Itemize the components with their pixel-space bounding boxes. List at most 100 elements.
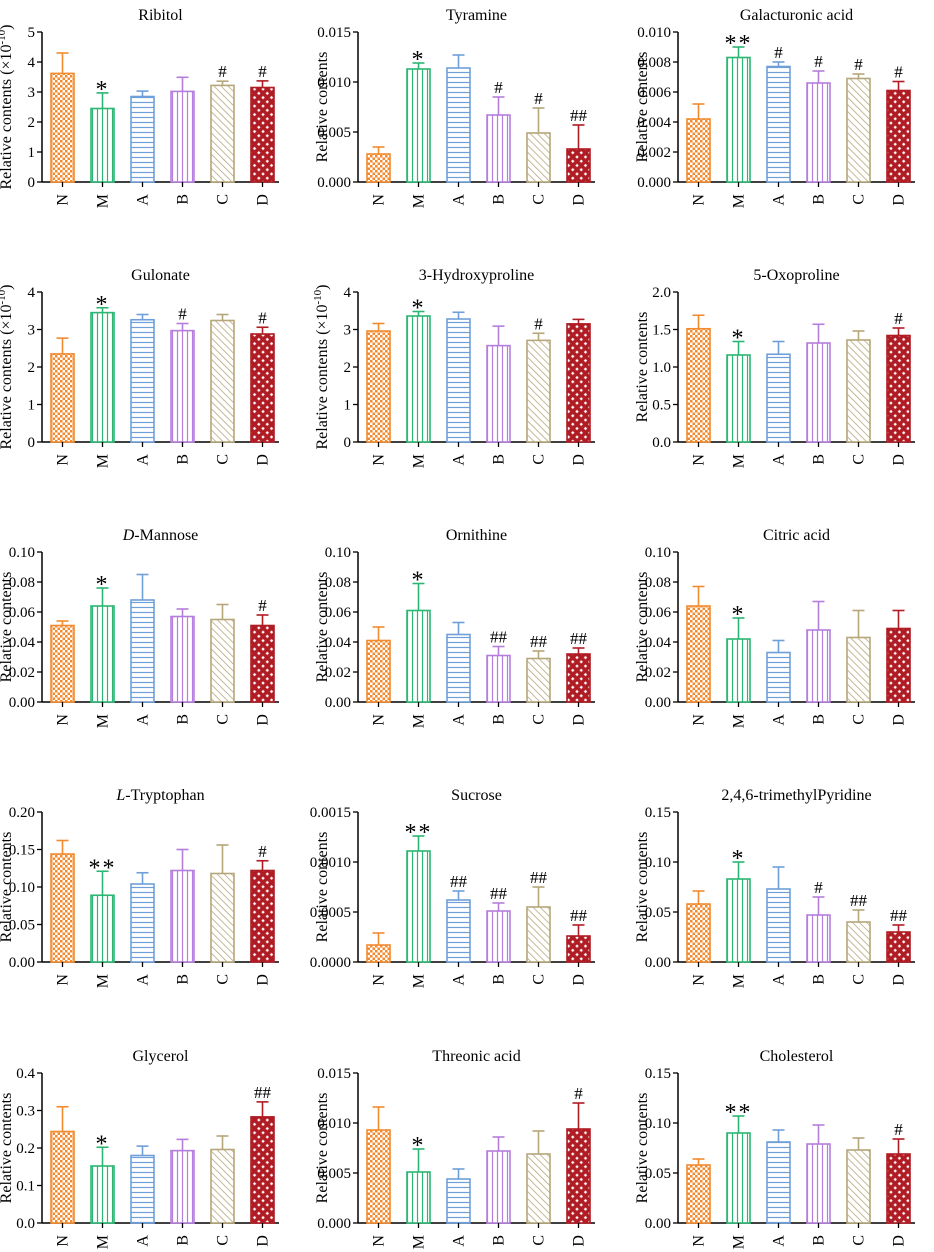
x-tick-label: M xyxy=(411,1235,428,1249)
y-tick-label: 0.1 xyxy=(16,1179,35,1195)
bar-C xyxy=(846,636,871,703)
bar-C xyxy=(210,319,235,443)
bar-M xyxy=(406,315,431,443)
x-tick-label: D xyxy=(891,974,908,986)
x-tick-label: M xyxy=(411,714,428,728)
y-tick-label: 0.005 xyxy=(317,125,351,141)
y-tick-label: 0.10 xyxy=(9,880,35,896)
y-tick-label: 5 xyxy=(28,25,36,41)
y-tick-label: 0.08 xyxy=(325,575,351,591)
y-tick-label: 0.2 xyxy=(16,1141,35,1157)
bar-A xyxy=(130,318,155,443)
x-tick-label: M xyxy=(731,194,748,208)
bar-A xyxy=(130,883,155,963)
x-tick-label: N xyxy=(55,974,72,986)
x-tick-label: M xyxy=(411,194,428,208)
bar-M xyxy=(406,850,431,963)
y-tick-label: 2 xyxy=(28,360,36,376)
bar-B xyxy=(170,1149,195,1224)
bar-A xyxy=(130,1154,155,1224)
bar-B xyxy=(486,654,511,703)
y-tick-label: 2 xyxy=(28,115,36,131)
x-tick-label: C xyxy=(851,1235,868,1246)
y-axis-label: Relative contents xyxy=(634,572,651,683)
x-tick-label: N xyxy=(371,1235,388,1247)
y-tick-label: 0 xyxy=(28,175,36,191)
y-tick-label: 1.5 xyxy=(652,323,671,339)
bar-D xyxy=(566,935,591,963)
y-tick-label: 0.10 xyxy=(9,545,35,561)
y-tick-label: 0.02 xyxy=(325,665,351,681)
chart-title: Tyramine xyxy=(446,7,507,24)
significance-mark: ## xyxy=(530,868,548,887)
x-tick-label: N xyxy=(371,714,388,726)
x-tick-label: D xyxy=(571,1235,588,1247)
y-tick-label: 3 xyxy=(344,323,352,339)
bar-M xyxy=(406,609,431,703)
y-tick-label: 0.010 xyxy=(637,25,671,41)
significance-mark: * xyxy=(412,47,426,73)
chart-panel: Ornithine Relative contents 0.00 0.02 0.04 0.… xyxy=(314,527,595,728)
x-tick-label: C xyxy=(531,974,548,985)
significance-mark: # xyxy=(814,52,823,71)
significance-mark: ## xyxy=(890,906,908,925)
x-tick-label: D xyxy=(255,1235,272,1247)
y-axis-label: Relative contents xyxy=(314,1093,331,1204)
chart-title: Gulonate xyxy=(131,267,190,284)
significance-mark: # xyxy=(534,89,543,108)
y-tick-label: 0.05 xyxy=(645,905,671,921)
x-tick-label: C xyxy=(215,454,232,465)
x-tick-label: D xyxy=(255,714,272,726)
y-tick-label: 0.00 xyxy=(325,695,351,711)
bar-B xyxy=(806,629,831,703)
x-tick-label: C xyxy=(215,714,232,725)
x-tick-label: B xyxy=(175,974,192,985)
x-tick-label: N xyxy=(691,1235,708,1247)
x-tick-label: B xyxy=(175,1235,192,1246)
significance-mark: ** xyxy=(89,855,117,881)
x-tick-label: A xyxy=(135,714,152,726)
chart-panel: Cholesterol Relative contents 0.00 0.05 0.10… xyxy=(634,1048,915,1249)
chart-panel: D-Mannose Relative contents 0.00 0.02 0.04 0.… xyxy=(0,527,279,728)
bar-D xyxy=(886,627,911,703)
x-tick-label: B xyxy=(491,454,508,465)
y-axis-label: Relative contents xyxy=(314,572,331,683)
y-axis-label: Relative contents (×10-10) xyxy=(0,25,15,190)
x-tick-label: C xyxy=(531,714,548,725)
x-tick-label: M xyxy=(95,194,112,208)
significance-mark: # xyxy=(894,63,903,82)
x-tick-label: M xyxy=(95,454,112,468)
x-tick-label: A xyxy=(771,454,788,466)
x-tick-label: A xyxy=(135,1235,152,1247)
y-tick-label: 0.02 xyxy=(645,665,671,681)
significance-mark: ## xyxy=(530,632,548,651)
y-tick-label: 0.00 xyxy=(645,695,671,711)
bar-M xyxy=(90,107,115,183)
x-tick-label: B xyxy=(811,194,828,205)
significance-mark: # xyxy=(574,1084,583,1103)
bar-N xyxy=(366,944,391,963)
bar-D xyxy=(566,148,591,183)
chart-title: 5-Oxoproline xyxy=(753,267,839,284)
bar-C xyxy=(526,906,551,963)
y-tick-label: 1 xyxy=(28,145,36,161)
bar-C xyxy=(210,618,235,703)
y-tick-label: 0.08 xyxy=(645,575,671,591)
bar-C xyxy=(846,921,871,963)
significance-mark: # xyxy=(218,62,227,81)
bar-N xyxy=(686,327,711,443)
bar-C xyxy=(210,872,235,963)
x-tick-label: B xyxy=(175,714,192,725)
x-tick-label: N xyxy=(691,714,708,726)
bar-M xyxy=(406,1171,431,1224)
x-tick-label: C xyxy=(215,1235,232,1246)
significance-mark: # xyxy=(258,596,267,615)
bar-D xyxy=(566,653,591,703)
y-tick-label: 0.04 xyxy=(9,635,36,651)
significance-mark: * xyxy=(732,846,746,872)
y-axis-label: Relative contents (×10-10) xyxy=(0,285,15,450)
significance-mark: ## xyxy=(254,1083,272,1102)
y-tick-label: 2.0 xyxy=(652,285,671,301)
significance-mark: # xyxy=(178,305,187,324)
x-tick-label: D xyxy=(891,194,908,206)
